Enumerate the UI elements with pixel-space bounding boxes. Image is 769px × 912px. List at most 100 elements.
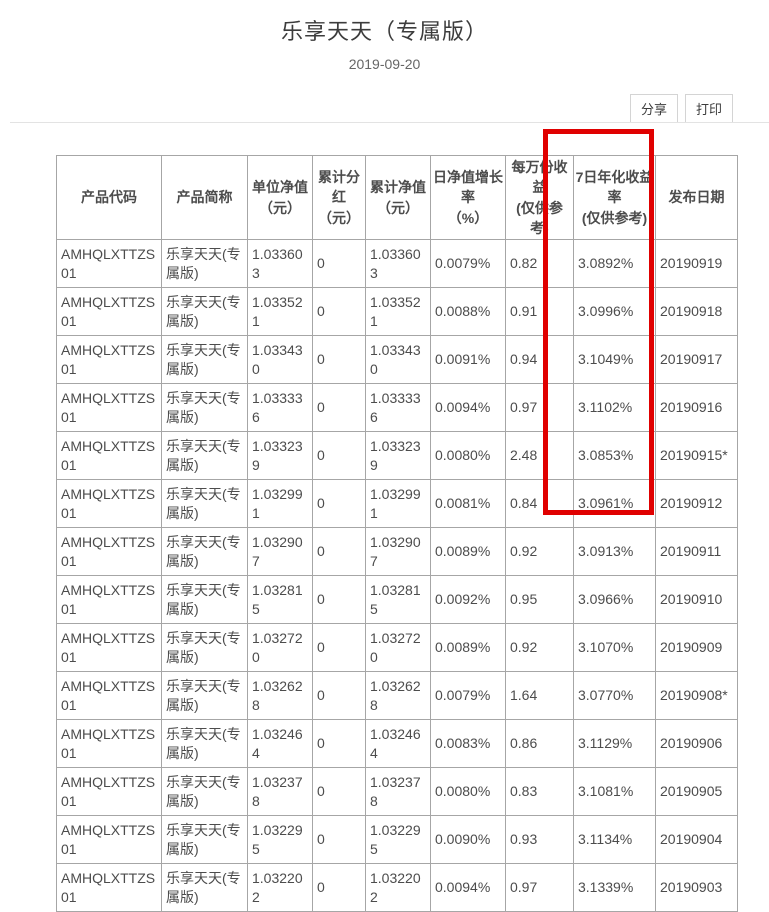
table-cell: 3.0853% (573, 431, 656, 481)
table-row: AMHQLXTTZS01 乐享天天(专属版) 1.033430 0 1.033430 0.… (56, 335, 738, 385)
table-cell: 乐享天天(专属版) (161, 719, 248, 769)
table-cell: 3.1339% (573, 863, 656, 912)
report-date: 2019-09-20 (348, 56, 421, 72)
table-header-row: 产品代码 产品简称 单位净值 （元） 累计分 红 （元） 累计净值 （元） 日净… (56, 154, 738, 241)
table-cell: 0.86 (505, 719, 574, 769)
table-cell: 0 (312, 527, 366, 577)
table-cell: 1.033239 (247, 431, 313, 481)
table-cell: 1.032991 (247, 479, 313, 529)
table-cell: 1.033430 (247, 335, 313, 385)
table-cell: 乐享天天(专属版) (161, 767, 248, 817)
table-cell: 1.032295 (365, 815, 431, 865)
table-row: AMHQLXTTZS01 乐享天天(专属版) 1.032907 0 1.032907 0.… (56, 527, 738, 577)
table-cell: AMHQLXTTZS01 (56, 863, 162, 912)
table-row: AMHQLXTTZS01 乐享天天(专属版) 1.033239 0 1.033239 0.… (56, 431, 738, 481)
table-cell: 乐享天天(专属版) (161, 287, 248, 337)
table-cell: 0.0094% (430, 863, 506, 912)
table-cell: 0 (312, 575, 366, 625)
table-row: AMHQLXTTZS01 乐享天天(专属版) 1.032815 0 1.032815 0.… (56, 575, 738, 625)
table-cell: 0.92 (505, 527, 574, 577)
table-cell: 乐享天天(专属版) (161, 575, 248, 625)
table-cell: 2.48 (505, 431, 574, 481)
table-cell: 1.032464 (247, 719, 313, 769)
table-cell: 乐享天天(专属版) (161, 383, 248, 433)
header-divider (10, 122, 769, 123)
table-cell: AMHQLXTTZS01 (56, 239, 162, 289)
table-row: AMHQLXTTZS01 乐享天天(专属版) 1.032378 0 1.032378 0.… (56, 767, 738, 817)
table-cell: 0.0079% (430, 671, 506, 721)
table-cell: 3.1102% (573, 383, 656, 433)
table-cell: AMHQLXTTZS01 (56, 287, 162, 337)
table-cell: 0 (312, 863, 366, 912)
table-cell: 3.0892% (573, 239, 656, 289)
table-cell: 0 (312, 479, 366, 529)
table-cell: 20190917 (655, 335, 738, 385)
column-header-publish-date: 发布日期 (655, 154, 738, 241)
column-header-unit-nav: 单位净值 （元） (247, 154, 313, 241)
table-row: AMHQLXTTZS01 乐享天天(专属版) 1.033603 0 1.033603 0.… (56, 239, 738, 289)
table-cell: 0.0081% (430, 479, 506, 529)
table-cell: 20190903 (655, 863, 738, 912)
table-cell: 1.64 (505, 671, 574, 721)
table-cell: 3.0996% (573, 287, 656, 337)
table-cell: AMHQLXTTZS01 (56, 575, 162, 625)
table-cell: 0 (312, 671, 366, 721)
table-row: AMHQLXTTZS01 乐享天天(专属版) 1.033336 0 1.033336 0.… (56, 383, 738, 433)
table-cell: 乐享天天(专属版) (161, 335, 248, 385)
table-cell: 0 (312, 719, 366, 769)
table-cell: 0 (312, 239, 366, 289)
share-button[interactable]: 分享 (629, 94, 678, 123)
table-cell: 1.033430 (365, 335, 431, 385)
table-cell: 3.0966% (573, 575, 656, 625)
column-header-product-name: 产品简称 (161, 154, 248, 241)
table-cell: 1.033603 (365, 239, 431, 289)
table-cell: 20190909 (655, 623, 738, 673)
table-cell: 3.1049% (573, 335, 656, 385)
table-cell: 0 (312, 767, 366, 817)
table-cell: 乐享天天(专属版) (161, 479, 248, 529)
table-cell: 1.032720 (365, 623, 431, 673)
column-header-product-code: 产品代码 (56, 154, 162, 241)
table-cell: 3.1070% (573, 623, 656, 673)
table-cell: 0.0083% (430, 719, 506, 769)
table-cell: 0 (312, 287, 366, 337)
table-cell: 1.033336 (247, 383, 313, 433)
table-cell: 20190904 (655, 815, 738, 865)
table-cell: 1.032378 (247, 767, 313, 817)
table-row: AMHQLXTTZS01 乐享天天(专属版) 1.032295 0 1.032295 0.… (56, 815, 738, 865)
table-cell: 0.93 (505, 815, 574, 865)
table-cell: AMHQLXTTZS01 (56, 431, 162, 481)
table-cell: 0.0080% (430, 767, 506, 817)
table-row: AMHQLXTTZS01 乐享天天(专属版) 1.032202 0 1.032202 0.… (56, 863, 738, 912)
table-cell: 1.032991 (365, 479, 431, 529)
table-cell: 0.0088% (430, 287, 506, 337)
table-cell: 0 (312, 383, 366, 433)
table-cell: 乐享天天(专属版) (161, 671, 248, 721)
table-cell: 1.032628 (365, 671, 431, 721)
table-cell: 0.0089% (430, 527, 506, 577)
table-cell: AMHQLXTTZS01 (56, 623, 162, 673)
table-row: AMHQLXTTZS01 乐享天天(专属版) 1.032991 0 1.032991 0.… (56, 479, 738, 529)
table-cell: 0.0094% (430, 383, 506, 433)
table-cell: 20190916 (655, 383, 738, 433)
table-cell: 1.033239 (365, 431, 431, 481)
table-cell: 乐享天天(专属版) (161, 815, 248, 865)
table-cell: 0.91 (505, 287, 574, 337)
print-button[interactable]: 打印 (684, 94, 733, 123)
table-row: AMHQLXTTZS01 乐享天天(专属版) 1.032628 0 1.032628 0.… (56, 671, 738, 721)
table-cell: 1.032202 (365, 863, 431, 912)
table-row: AMHQLXTTZS01 乐享天天(专属版) 1.032720 0 1.032720 0.… (56, 623, 738, 673)
table-cell: 20190910 (655, 575, 738, 625)
table-cell: AMHQLXTTZS01 (56, 383, 162, 433)
table-cell: 乐享天天(专属版) (161, 527, 248, 577)
table-cell: AMHQLXTTZS01 (56, 719, 162, 769)
table-cell: 0.95 (505, 575, 574, 625)
table-cell: 3.1129% (573, 719, 656, 769)
table-row: AMHQLXTTZS01 乐享天天(专属版) 1.032464 0 1.032464 0.… (56, 719, 738, 769)
table-cell: 20190912 (655, 479, 738, 529)
table-cell: 3.1081% (573, 767, 656, 817)
column-header-per-10k-yield: 每万份收益 (仅供参 考) (505, 154, 574, 241)
column-header-daily-growth-rate: 日净值增长 率 （%） (430, 154, 506, 241)
table-cell: 1.032464 (365, 719, 431, 769)
table-row: AMHQLXTTZS01 乐享天天(专属版) 1.033521 0 1.033521 0.… (56, 287, 738, 337)
